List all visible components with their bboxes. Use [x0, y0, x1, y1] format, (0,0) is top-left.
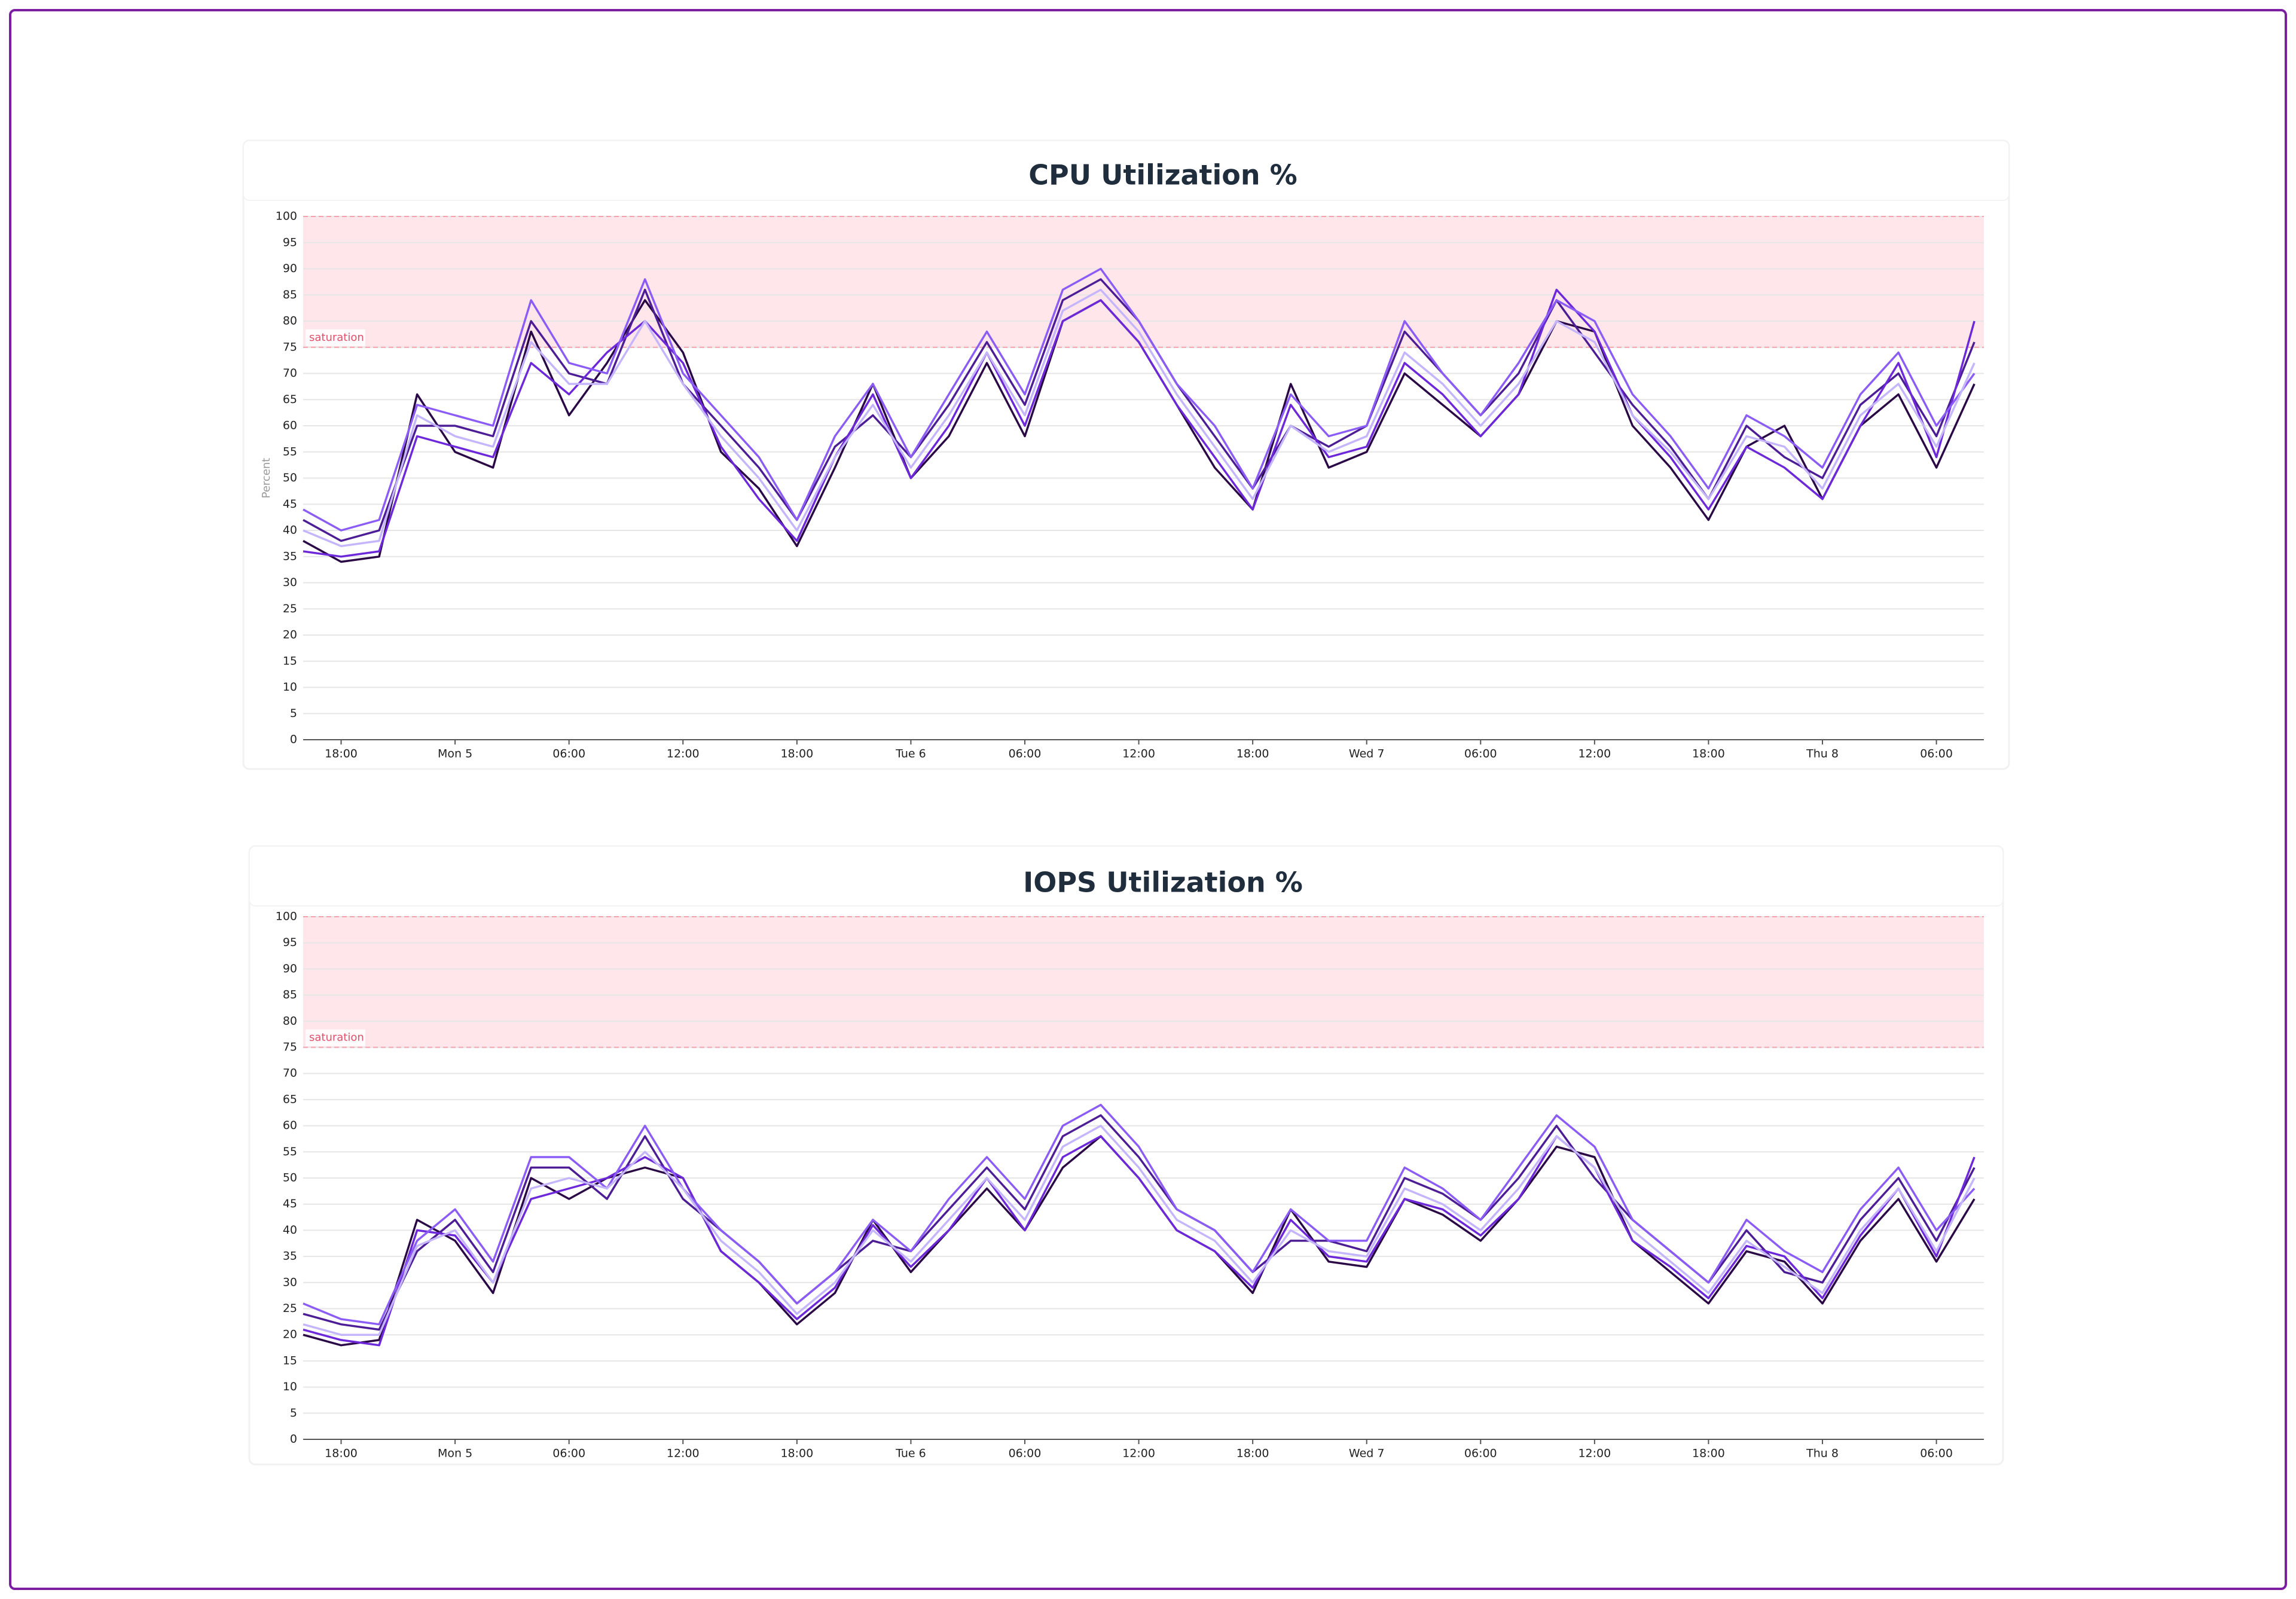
- y-tick-label: 15: [283, 654, 297, 667]
- y-tick-label: 50: [283, 1171, 297, 1185]
- y-tick-label: 90: [283, 962, 297, 975]
- x-tick-label: 18:00: [780, 747, 813, 761]
- title-bar: [243, 140, 2010, 201]
- x-tick-label: 18:00: [325, 747, 358, 761]
- x-tick-label: Mon 5: [438, 1447, 472, 1460]
- y-tick-label: 25: [283, 602, 297, 615]
- x-tick-label: Tue 6: [895, 1447, 926, 1460]
- x-tick-label: 18:00: [1692, 747, 1725, 761]
- y-tick-label: 30: [283, 1275, 297, 1289]
- y-tick-label: 75: [283, 340, 297, 353]
- y-tick-label: 10: [283, 681, 297, 694]
- y-tick-label: 75: [283, 1040, 297, 1054]
- y-tick-label: 85: [283, 288, 297, 301]
- series-line: [303, 1135, 1976, 1347]
- x-tick-label: 12:00: [1578, 1447, 1611, 1460]
- y-tick-label: 70: [283, 367, 297, 380]
- chart-title: IOPS Utilization %: [1023, 866, 1303, 899]
- band-label-bg: [306, 1029, 365, 1046]
- series-line: [303, 288, 1976, 548]
- title-bar: [249, 846, 2004, 907]
- y-tick-label: 30: [283, 576, 297, 589]
- y-tick-label: 5: [290, 1406, 297, 1420]
- y-tick-label: 95: [283, 236, 297, 249]
- y-tick-label: 60: [283, 1119, 297, 1132]
- x-tick-label: Thu 8: [1806, 747, 1839, 761]
- y-tick-label: 25: [283, 1302, 297, 1315]
- y-tick-label: 45: [283, 498, 297, 511]
- x-tick-label: Wed 7: [1349, 1447, 1385, 1460]
- x-tick-label: 06:00: [1920, 1447, 1953, 1460]
- x-tick-label: 12:00: [1578, 747, 1611, 761]
- y-tick-label: 65: [283, 393, 297, 406]
- x-tick-label: 12:00: [667, 1447, 700, 1460]
- y-tick-label: 40: [283, 1223, 297, 1237]
- series-line: [303, 267, 1976, 532]
- y-tick-label: 0: [290, 1433, 297, 1446]
- series-line: [303, 288, 1976, 558]
- band-label-bg: [306, 329, 365, 346]
- y-tick-label: 35: [283, 550, 297, 563]
- y-tick-label: 95: [283, 936, 297, 949]
- y-tick-label: 55: [283, 1145, 297, 1158]
- y-tick-label: 85: [283, 988, 297, 1002]
- y-tick-label: 60: [283, 419, 297, 432]
- y-tick-label: 90: [283, 262, 297, 275]
- x-tick-label: 18:00: [780, 1447, 813, 1460]
- y-tick-label: 15: [283, 1354, 297, 1367]
- x-tick-label: Tue 6: [895, 747, 926, 761]
- y-tick-label: 65: [283, 1093, 297, 1106]
- x-tick-label: 12:00: [1122, 747, 1155, 761]
- y-tick-label: 100: [276, 910, 297, 923]
- x-tick-label: Mon 5: [438, 747, 472, 761]
- x-tick-label: 12:00: [1122, 1447, 1155, 1460]
- x-tick-label: 06:00: [1009, 1447, 1042, 1460]
- y-axis-label: Percent: [260, 458, 273, 499]
- y-tick-label: 35: [283, 1250, 297, 1263]
- saturation-band: [303, 917, 1984, 1048]
- series-line: [303, 1124, 1976, 1336]
- y-tick-label: 0: [290, 733, 297, 746]
- chart-panel: IOPS Utilization % 0 5 10 15 20 25 30 35 40 45 50 55…: [248, 845, 2004, 1466]
- y-tick-label: 40: [283, 524, 297, 537]
- y-tick-label: 80: [283, 1014, 297, 1027]
- chart-panel: CPU Utilization % 0 5 10 15 20 25 30 35 40 45 50 55 6…: [242, 139, 2010, 770]
- y-tick-label: 45: [283, 1197, 297, 1210]
- y-tick-label: 10: [283, 1380, 297, 1393]
- x-tick-label: 18:00: [1236, 747, 1269, 761]
- x-tick-label: 06:00: [1464, 747, 1497, 761]
- band-label: saturation: [309, 1032, 364, 1044]
- y-tick-label: 5: [290, 707, 297, 720]
- y-tick-label: 55: [283, 445, 297, 458]
- x-tick-label: 06:00: [1464, 1447, 1497, 1460]
- x-tick-label: 18:00: [1692, 1447, 1725, 1460]
- y-tick-label: 50: [283, 471, 297, 484]
- x-tick-label: 12:00: [667, 747, 700, 761]
- x-tick-label: 06:00: [1920, 747, 1953, 761]
- x-tick-label: 18:00: [325, 1447, 358, 1460]
- x-tick-label: Thu 8: [1806, 1447, 1839, 1460]
- y-tick-label: 20: [283, 1328, 297, 1341]
- y-tick-label: 70: [283, 1067, 297, 1080]
- y-tick-label: 80: [283, 315, 297, 328]
- x-tick-label: 06:00: [552, 747, 585, 761]
- chart-title: CPU Utilization %: [1028, 159, 1297, 191]
- band-label: saturation: [309, 331, 364, 344]
- series-line: [303, 1103, 1976, 1326]
- x-tick-label: 06:00: [552, 1447, 585, 1460]
- saturation-band: [303, 216, 1984, 347]
- y-tick-label: 100: [276, 210, 297, 223]
- x-tick-label: 18:00: [1236, 1447, 1269, 1460]
- y-tick-label: 20: [283, 628, 297, 642]
- x-tick-label: Wed 7: [1349, 747, 1385, 761]
- x-tick-label: 06:00: [1009, 747, 1042, 761]
